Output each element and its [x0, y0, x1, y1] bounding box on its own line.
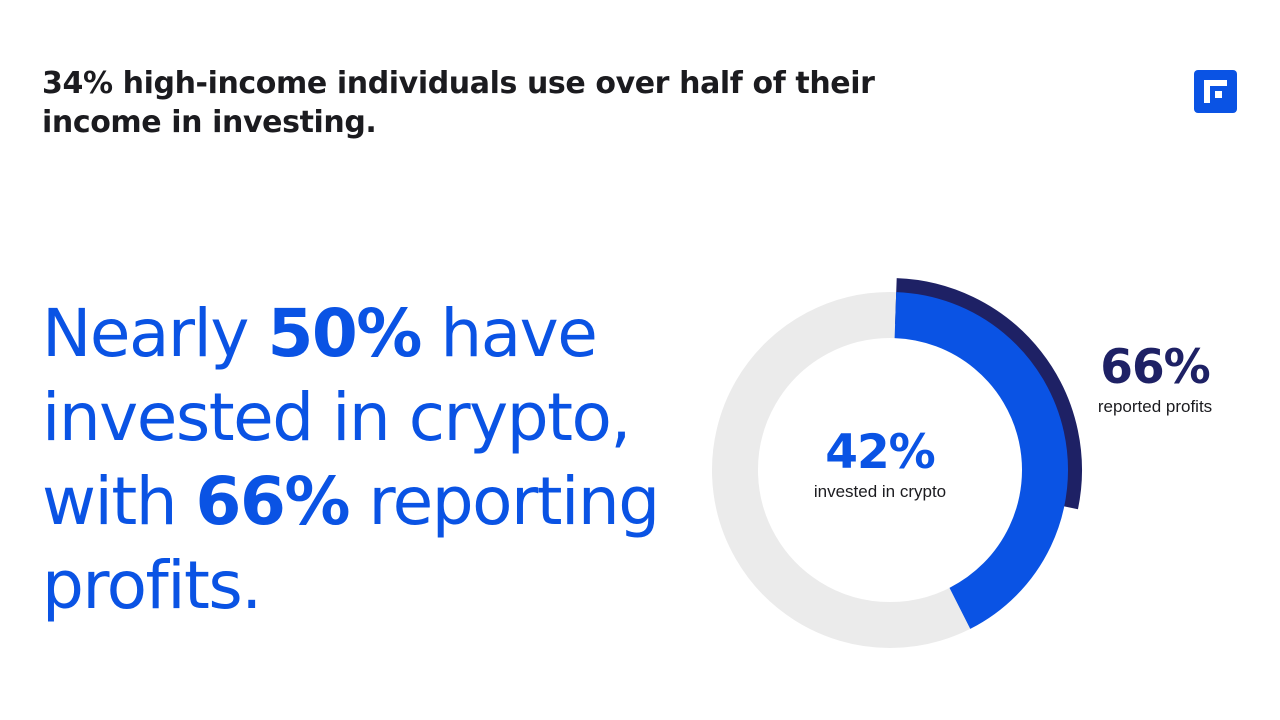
logo-mark: [1204, 80, 1227, 103]
main-statement: Nearly 50% have invested in crypto, with…: [42, 292, 702, 628]
statement-part-3: reporting profits.: [42, 463, 660, 624]
statement-highlight-66: 66%: [195, 463, 351, 540]
statement-highlight-50: 50%: [267, 295, 422, 372]
invested-label: invested in crypto: [813, 482, 947, 501]
statement-part-1: Nearly: [42, 295, 268, 372]
headline: 34% high-income individuals use over hal…: [42, 66, 875, 140]
brand-logo-icon: [1194, 70, 1237, 113]
invested-value: 42%: [825, 425, 936, 480]
donut-chart: [712, 278, 1082, 648]
statement-part-2: have invested in crypto, with: [42, 295, 631, 540]
profits-value: 66%: [1100, 340, 1211, 395]
logo-square: [1215, 91, 1222, 98]
profits-label: reported profits: [1097, 397, 1213, 416]
invested-segment: [894, 292, 1068, 629]
